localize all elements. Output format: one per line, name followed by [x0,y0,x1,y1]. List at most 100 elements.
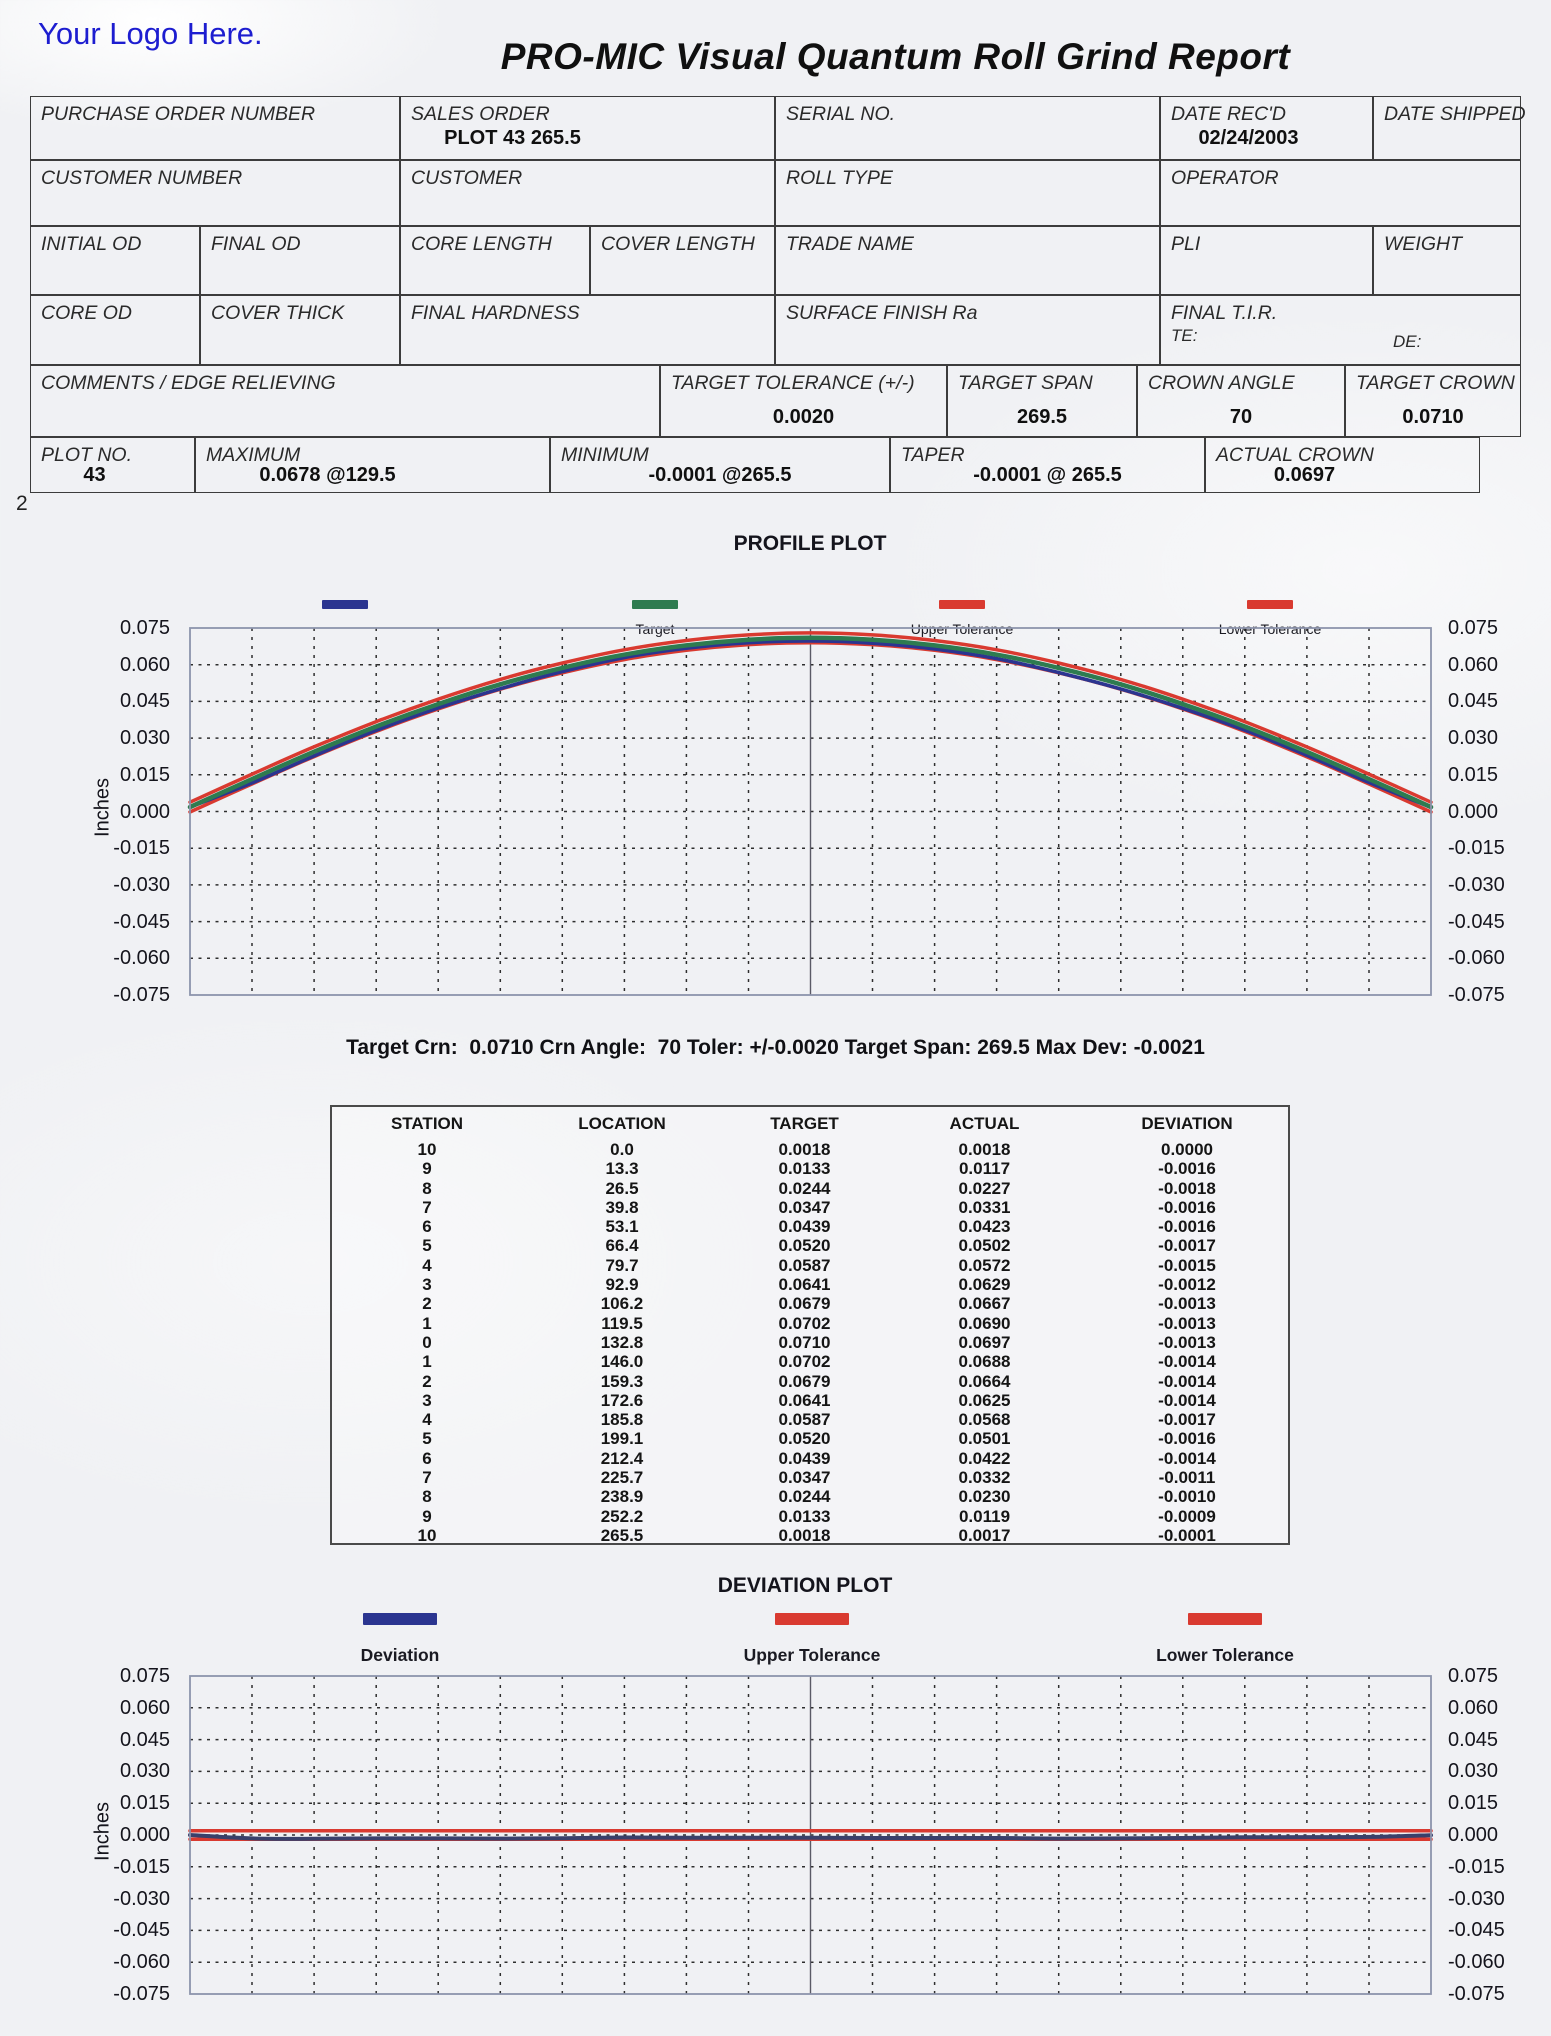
field-customer-number: CUSTOMER NUMBER [30,160,400,226]
y-tick-label: -0.060 [113,947,170,970]
field-target-span: TARGET SPAN 269.5 [947,365,1137,437]
field-trade-name: TRADE NAME [775,226,1160,295]
table-row: 7 225.7 0.0347 0.0332 -0.0011 [332,1468,1288,1487]
field-core-od: CORE OD [30,295,200,365]
table-cell: 132.8 [600,1332,644,1352]
table-cell: 1 [422,1313,432,1333]
table-cell: 0.0331 [958,1197,1011,1217]
table-cell: 0.0501 [958,1429,1011,1449]
y-tick-label: 0.045 [119,1728,170,1751]
table-cell: 212.4 [600,1448,644,1468]
y-tick-label: 0.060 [119,1696,170,1719]
y-tick-label: -0.045 [1448,910,1505,933]
table-cell: -0.0017 [1158,1236,1216,1256]
field-value: -0.0001 @265.5 [648,464,792,486]
logo-text: Your Logo Here. [38,16,263,51]
table-cell: 0 [422,1332,432,1352]
field-label: COVER LENGTH [601,233,755,255]
table-cell: 7 [422,1468,432,1488]
field-maximum: MAXIMUM 0.0678 @129.5 [195,437,550,493]
field-label: PLI [1171,233,1201,255]
table-cell: 0.0641 [778,1275,831,1295]
table-cell: 0.0697 [958,1332,1011,1352]
field-label: OPERATOR [1171,167,1279,189]
table-cell: 5 [422,1429,432,1449]
field-comments: COMMENTS / EDGE RELIEVING [30,365,660,437]
table-row: 3 172.6 0.0641 0.0625 -0.0014 [332,1391,1288,1410]
field-value: 0.0678 @129.5 [259,464,396,486]
y-tick-label: -0.075 [1448,1983,1505,2005]
table-cell: 9 [422,1159,432,1179]
table-cell: 0.0244 [778,1487,831,1507]
table-cell: -0.0013 [1158,1332,1216,1352]
y-tick-label: 0.045 [1448,690,1499,713]
field-operator: OPERATOR [1160,160,1521,226]
table-cell: 26.5 [605,1178,639,1198]
table-cell: 0.0018 [958,1140,1011,1159]
table-cell: 0.0133 [778,1159,831,1179]
field-pli: PLI [1160,226,1373,295]
table-cell: 0.0664 [958,1371,1011,1391]
table-cell: 0.0679 [778,1371,831,1391]
legend-swatch [1247,600,1293,609]
field-value: 0.0710 [1402,406,1464,428]
field-sales-order: SALES ORDER PLOT 43 265.5 [400,96,775,160]
table-cell: 0.0018 [778,1140,831,1159]
y-tick-label: 0.045 [1448,1728,1499,1751]
y-tick-label: -0.015 [113,837,170,860]
field-customer: CUSTOMER [400,160,775,226]
table-cell: 79.7 [605,1255,639,1275]
table-row: 9 252.2 0.0133 0.0119 -0.0009 [332,1507,1288,1526]
column-header-target: TARGET [770,1114,839,1133]
field-weight: WEIGHT [1373,226,1521,295]
table-row: 8 238.9 0.0244 0.0230 -0.0010 [332,1487,1288,1506]
legend-swatch [939,600,985,609]
table-cell: 0.0018 [778,1525,831,1545]
deviation-plot-y-axis-title: Inches [91,1802,114,1861]
table-cell: 0.0244 [778,1178,831,1198]
y-tick-label: 0.000 [1448,1824,1499,1846]
y-tick-label: -0.030 [113,1887,170,1910]
table-cell: 10 [417,1525,437,1545]
column-header-location: LOCATION [578,1114,666,1133]
table-cell: 0.0679 [778,1294,831,1314]
field-label: MINIMUM [561,444,649,466]
table-cell: 3 [422,1275,432,1295]
field-initial-od: INITIAL OD [30,226,200,295]
column-header-deviation: DEVIATION [1141,1114,1233,1133]
table-cell: -0.0015 [1158,1255,1216,1275]
profile-plot-chart [187,627,1434,996]
field-label: CUSTOMER [411,167,523,189]
table-row: 1 146.0 0.0702 0.0688 -0.0014 [332,1352,1288,1371]
field-label: CROWN ANGLE [1148,372,1295,394]
y-tick-label: -0.015 [1448,1855,1505,1878]
y-tick-label: 0.030 [119,1760,170,1783]
table-cell: 0.0568 [958,1410,1011,1430]
y-tick-label: 0.030 [119,727,170,750]
table-cell: 0.0702 [778,1352,831,1372]
table-cell: -0.0010 [1158,1487,1216,1507]
table-cell: -0.0016 [1158,1159,1216,1179]
table-cell: 146.0 [600,1352,644,1372]
table-cell: 53.1 [605,1217,639,1237]
field-label: SURFACE FINISH Ra [786,302,978,324]
field-label: TARGET TOLERANCE (+/-) [671,372,915,394]
y-tick-label: 0.015 [1448,763,1499,786]
field-label: SALES ORDER [411,103,550,125]
column-header-actual: ACTUAL [949,1114,1020,1133]
table-cell: 0.0347 [778,1197,831,1217]
field-de-label: DE: [1393,332,1422,351]
field-label: TRADE NAME [786,233,914,255]
report-title: PRO-MIC Visual Quantum Roll Grind Report [500,36,1291,77]
table-cell: 66.4 [605,1236,639,1256]
table-cell: 0.0439 [778,1448,831,1468]
y-tick-label: 0.015 [119,1792,170,1815]
table-cell: 0.0520 [778,1236,831,1256]
table-cell: 185.8 [600,1410,644,1430]
table-cell: 1 [422,1352,432,1372]
field-final-od: FINAL OD [200,226,400,295]
field-value: 43 [83,464,106,486]
table-row: 3 92.9 0.0641 0.0629 -0.0012 [332,1275,1288,1294]
table-row: 8 26.5 0.0244 0.0227 -0.0018 [332,1179,1288,1198]
table-row: 5 199.1 0.0520 0.0501 -0.0016 [332,1429,1288,1448]
